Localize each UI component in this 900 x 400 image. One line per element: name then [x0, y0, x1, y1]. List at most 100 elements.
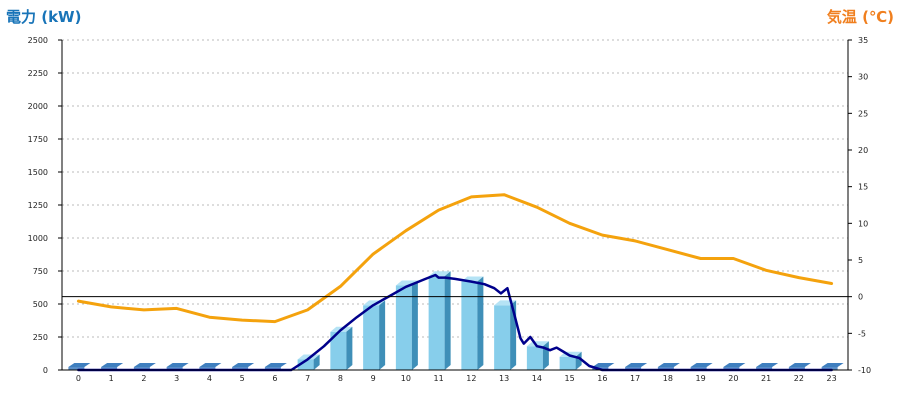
right-tick-label: 0: [858, 293, 863, 302]
bar-front: [690, 367, 707, 370]
bar-front: [625, 367, 642, 370]
bar-hour-4: [199, 363, 222, 370]
bar-side: [411, 280, 418, 370]
left-tick-label: 2500: [28, 36, 48, 45]
x-tick-label: 6: [272, 374, 277, 383]
bar-side: [313, 354, 320, 370]
left-tick-label: 1500: [28, 168, 48, 177]
bar-hour-23: [821, 363, 844, 370]
left-tick-label: 0: [43, 366, 48, 375]
bar-top: [133, 363, 156, 367]
left-tick-label: 2250: [28, 69, 48, 78]
x-tick-label: 2: [141, 374, 146, 383]
bar-front: [101, 367, 118, 370]
x-tick-label: 20: [728, 374, 738, 383]
left-axis-title: 電力 (kW): [6, 8, 81, 26]
bar-front: [330, 331, 347, 370]
bar-front: [166, 367, 183, 370]
bar-front: [395, 285, 412, 370]
bar-front: [821, 367, 838, 370]
x-tick-label: 18: [663, 374, 673, 383]
bar-top: [788, 363, 811, 367]
bar-top: [166, 363, 189, 367]
right-tick-label: -10: [858, 366, 871, 375]
bar-side: [542, 341, 549, 370]
x-tick-label: 7: [305, 374, 310, 383]
tick-labels: 02505007501000125015001750200022502500-1…: [28, 36, 871, 383]
right-axis-title: 気温 (℃): [827, 8, 894, 26]
bar-side: [346, 326, 353, 370]
x-tick-label: 9: [371, 374, 376, 383]
bar-top: [625, 363, 648, 367]
bar-front: [788, 367, 805, 370]
x-tick-label: 21: [761, 374, 771, 383]
bar-top: [723, 363, 746, 367]
x-tick-label: 12: [466, 374, 476, 383]
right-tick-label: -5: [858, 329, 866, 338]
x-tick-label: 13: [499, 374, 509, 383]
bar-front: [461, 281, 478, 370]
power-line: [77, 273, 833, 372]
x-tick-label: 16: [597, 374, 607, 383]
line-series: [76, 193, 834, 372]
bar-front: [264, 367, 281, 370]
bar-hour-17: [625, 363, 648, 370]
bar-hour-6: [264, 363, 287, 370]
bar-front: [756, 367, 773, 370]
bar-hour-8: [330, 326, 353, 370]
bar-top: [199, 363, 222, 367]
bar-top: [756, 363, 779, 367]
bar-hour-3: [166, 363, 189, 370]
x-tick-label: 14: [532, 374, 542, 383]
bar-series: [68, 271, 844, 370]
axes: [58, 39, 852, 371]
bar-hour-1: [101, 363, 124, 370]
bar-top: [657, 363, 680, 367]
bar-hour-11: [428, 271, 451, 370]
bar-top: [101, 363, 124, 367]
bar-top: [264, 363, 287, 367]
bar-front: [559, 356, 576, 370]
x-tick-label: 11: [434, 374, 444, 383]
bar-top: [821, 363, 844, 367]
bar-front: [133, 367, 150, 370]
left-tick-label: 2000: [28, 102, 48, 111]
bar-front: [428, 276, 445, 370]
bar-front: [68, 367, 85, 370]
x-tick-label: 15: [565, 374, 575, 383]
bar-front: [657, 367, 674, 370]
x-tick-label: 23: [827, 374, 837, 383]
temperature-line: [76, 193, 834, 324]
right-tick-label: 35: [858, 36, 868, 45]
bar-front: [199, 367, 216, 370]
x-tick-label: 8: [338, 374, 343, 383]
bar-side: [444, 271, 451, 370]
bar-hour-2: [133, 363, 156, 370]
x-tick-label: 22: [794, 374, 804, 383]
bar-hour-10: [395, 280, 418, 370]
bar-front: [232, 367, 249, 370]
bar-top: [232, 363, 255, 367]
bar-side: [477, 276, 484, 370]
bar-hour-18: [657, 363, 680, 370]
right-tick-label: 5: [858, 256, 863, 265]
bar-top: [690, 363, 713, 367]
bar-front: [494, 305, 511, 370]
left-tick-label: 500: [33, 300, 48, 309]
bar-side: [379, 300, 386, 370]
bar-hour-0: [68, 363, 91, 370]
bar-hour-12: [461, 276, 484, 370]
bar-hour-20: [723, 363, 746, 370]
x-tick-label: 10: [401, 374, 411, 383]
x-tick-label: 0: [76, 374, 81, 383]
x-tick-label: 3: [174, 374, 179, 383]
left-tick-label: 1750: [28, 135, 48, 144]
x-tick-label: 5: [240, 374, 245, 383]
bar-top: [526, 341, 549, 347]
left-tick-label: 250: [33, 333, 48, 342]
bar-front: [363, 305, 380, 370]
bar-front: [297, 359, 314, 370]
bar-front: [723, 367, 740, 370]
bar-hour-7: [297, 354, 320, 370]
